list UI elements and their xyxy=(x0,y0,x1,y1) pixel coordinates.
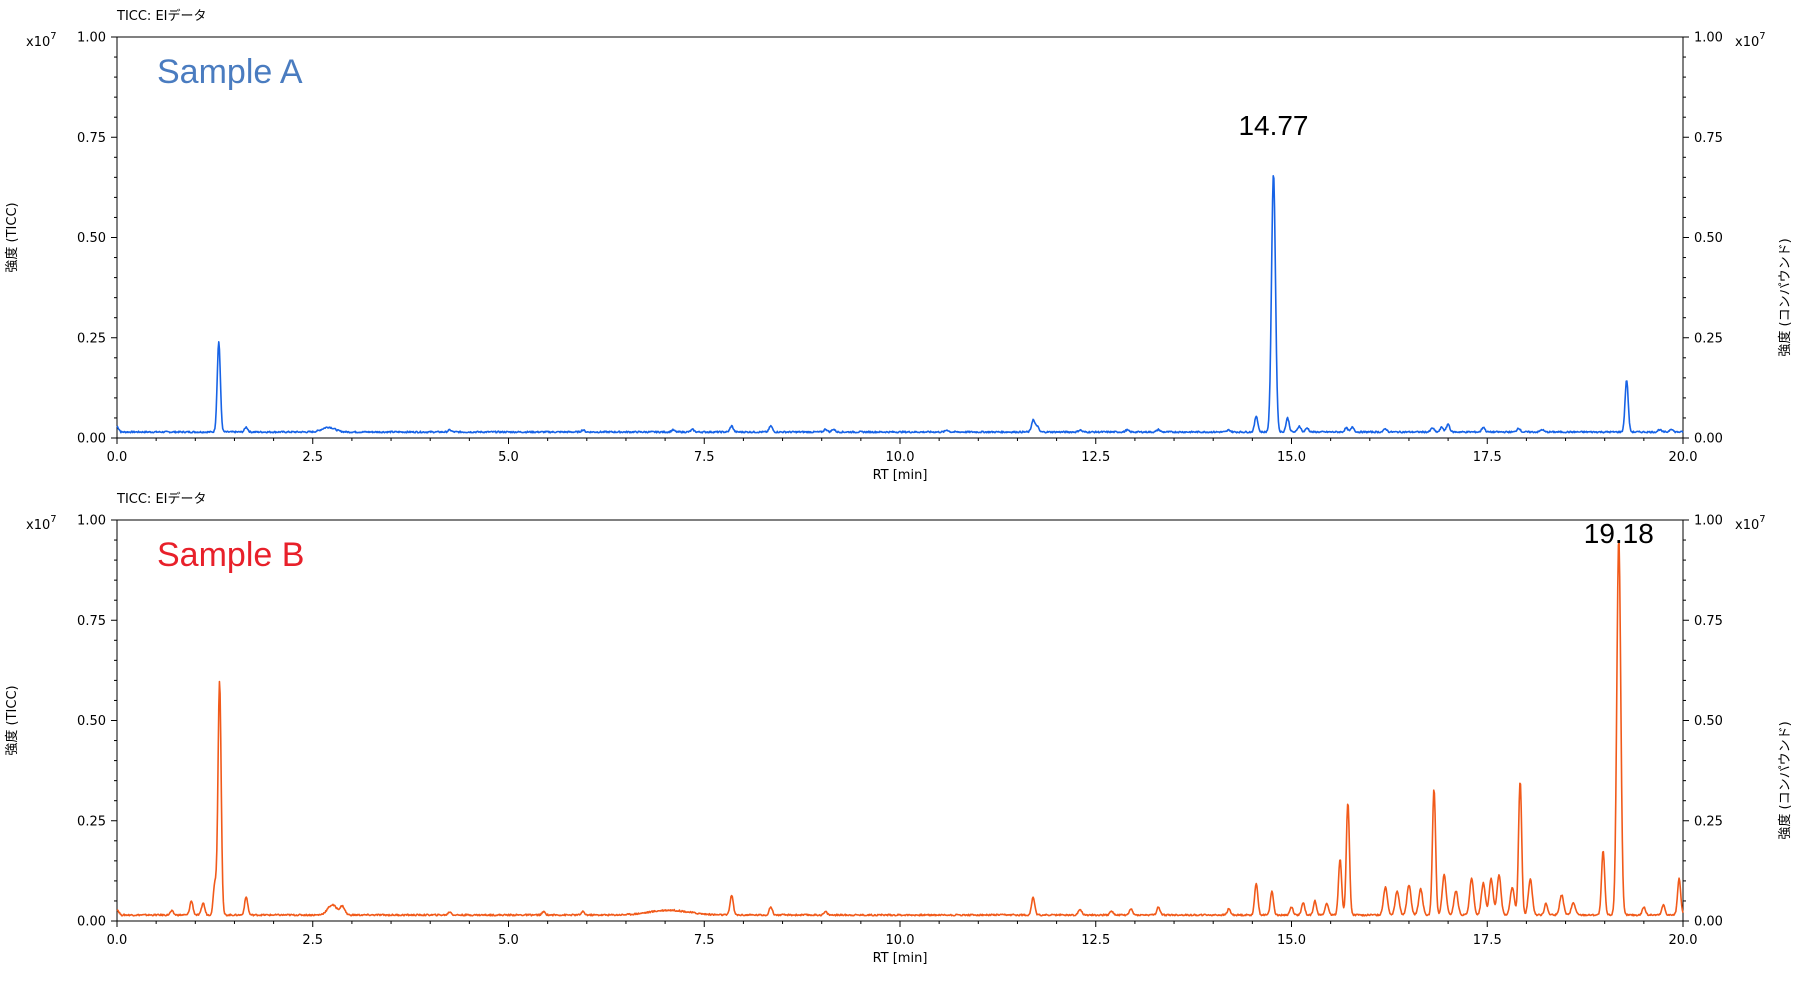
chart-header: TICC: EIデータ xyxy=(116,8,207,24)
x-tick-label: 17.5 xyxy=(1473,450,1502,465)
y-tick-label-left: 0.75 xyxy=(77,131,106,146)
x-tick-label: 2.5 xyxy=(302,450,323,465)
x-tick-label: 0.0 xyxy=(107,450,128,465)
y-tick-label-left: 0.25 xyxy=(77,814,106,829)
y-tick-label-right: 1.00 xyxy=(1694,31,1723,46)
chart-header: TICC: EIデータ xyxy=(116,491,207,507)
y-tick-label-left: 0.25 xyxy=(77,331,106,346)
y-tick-label-right: 0.25 xyxy=(1694,814,1723,829)
x-tick-label: 0.0 xyxy=(107,933,128,948)
x-tick-label: 20.0 xyxy=(1669,450,1698,465)
sample-title: Sample B xyxy=(157,536,304,574)
y-multiplier-right: x107 xyxy=(1735,31,1766,50)
y-multiplier-right: x107 xyxy=(1735,514,1766,533)
y-axis-label-right: 強度 (コンパウンド) xyxy=(1777,721,1793,839)
x-tick-label: 15.0 xyxy=(1277,450,1306,465)
x-tick-label: 12.5 xyxy=(1081,933,1110,948)
y-tick-label-right: 0.50 xyxy=(1694,231,1723,246)
x-axis-label: RT [min] xyxy=(873,468,928,483)
x-tick-label: 12.5 xyxy=(1081,450,1110,465)
y-tick-label-left: 1.00 xyxy=(77,514,106,529)
y-tick-label-right: 0.00 xyxy=(1694,432,1723,447)
x-tick-label: 5.0 xyxy=(498,933,519,948)
y-axis-label-left: 強度 (TICC) xyxy=(4,202,20,272)
x-tick-label: 7.5 xyxy=(694,450,715,465)
y-axis-label-left: 強度 (TICC) xyxy=(4,685,20,755)
x-tick-label: 5.0 xyxy=(498,450,519,465)
chromatogram-trace xyxy=(116,540,1684,917)
y-tick-label-left: 0.00 xyxy=(77,915,106,930)
x-tick-label: 2.5 xyxy=(302,933,323,948)
peak-label: 19.18 xyxy=(1584,518,1654,549)
x-tick-label: 10.0 xyxy=(886,450,915,465)
sample-title: Sample A xyxy=(157,53,303,91)
x-axis-label: RT [min] xyxy=(873,951,928,966)
x-tick-label: 7.5 xyxy=(694,933,715,948)
x-tick-label: 20.0 xyxy=(1669,933,1698,948)
y-multiplier-right-exp: 7 xyxy=(1759,514,1765,525)
y-multiplier-left: x107 xyxy=(26,514,57,533)
peak-label: 14.77 xyxy=(1238,110,1308,141)
y-tick-label-left: 1.00 xyxy=(77,31,106,46)
y-multiplier-right-exp: 7 xyxy=(1759,31,1765,42)
y-multiplier-left: x107 xyxy=(26,31,57,50)
y-tick-label-left: 0.00 xyxy=(77,432,106,447)
y-tick-label-left: 0.75 xyxy=(77,614,106,629)
y-tick-label-left: 0.50 xyxy=(77,714,106,729)
y-multiplier-left-exp: 7 xyxy=(50,514,56,525)
plot-frame xyxy=(116,519,1684,922)
y-tick-label-right: 0.00 xyxy=(1694,915,1723,930)
y-tick-label-right: 0.50 xyxy=(1694,714,1723,729)
y-axis-label-right: 強度 (コンパウンド) xyxy=(1777,238,1793,356)
y-tick-label-right: 0.75 xyxy=(1694,131,1723,146)
chromatogram-trace xyxy=(116,174,1684,434)
y-tick-label-right: 0.25 xyxy=(1694,331,1723,346)
chart-panel-2: TICC: EIデータ x107 x107 0.00 0.00 0.25 0.25 0.50 0… xyxy=(4,491,1793,966)
plot-frame xyxy=(116,36,1684,439)
y-tick-label-left: 0.50 xyxy=(77,231,106,246)
y-tick-label-right: 0.75 xyxy=(1694,614,1723,629)
y-tick-label-right: 1.00 xyxy=(1694,514,1723,529)
x-tick-label: 17.5 xyxy=(1473,933,1502,948)
x-tick-label: 15.0 xyxy=(1277,933,1306,948)
x-tick-label: 10.0 xyxy=(886,933,915,948)
chart-panel-1: TICC: EIデータ x107 x107 0.00 0.00 0.25 0.25 0.50 0… xyxy=(4,8,1793,483)
y-multiplier-left-exp: 7 xyxy=(50,31,56,42)
